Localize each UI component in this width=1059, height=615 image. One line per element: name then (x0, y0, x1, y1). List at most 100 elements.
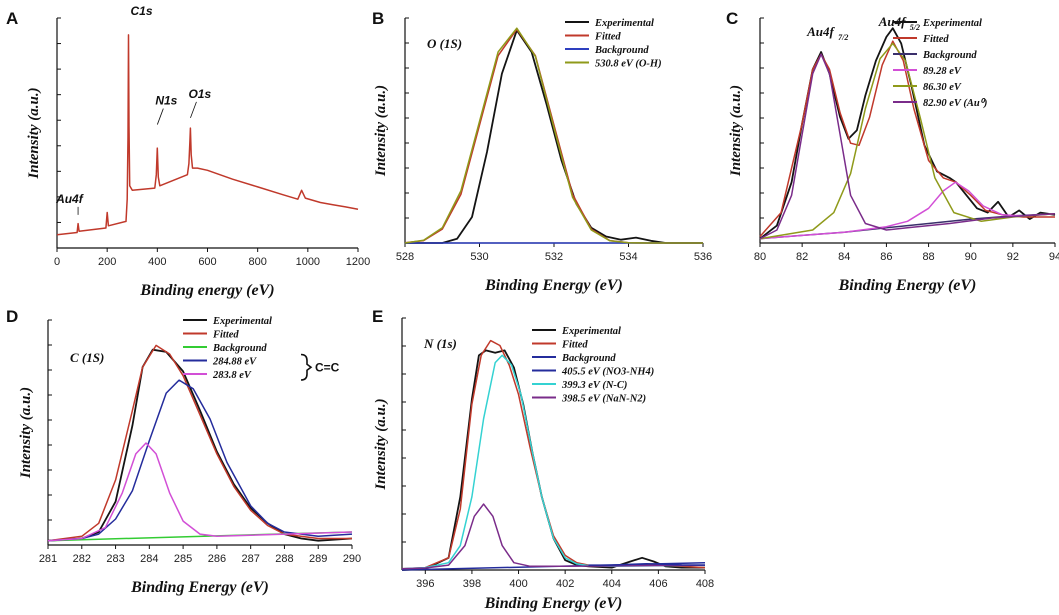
pointer-line (156, 108, 164, 125)
legend-label: Background (922, 50, 977, 61)
x-tick-label: 289 (309, 553, 327, 565)
x-tick-label: 530 (470, 251, 488, 263)
series-398-5-ev-nan-n2 (401, 503, 706, 570)
x-tick-label: 82 (796, 251, 808, 263)
peak-label-subscript: 5/2 (910, 23, 920, 32)
x-tick-label: 281 (39, 553, 57, 565)
x-tick-label: 528 (396, 251, 414, 263)
legend-label: Background (212, 343, 267, 354)
x-axis-label: Binding Energy (eV) (838, 277, 977, 294)
series-experimental (759, 27, 1056, 240)
legend-label: 405.5 eV (NO3-NH4) (561, 367, 654, 378)
x-tick-label: 286 (208, 553, 226, 565)
x-tick-label: 396 (416, 578, 434, 590)
legend-label: Fitted (212, 330, 239, 341)
panel-label-d: D (6, 307, 18, 326)
x-tick-label: 400 (509, 578, 527, 590)
legend-label: Background (594, 45, 649, 56)
panel-label-c: C (726, 9, 738, 28)
x-tick-label: 200 (98, 256, 116, 268)
y-axis-label: Intensity (a.u.) (373, 398, 389, 490)
series-fitted (47, 344, 352, 542)
series-fitted (401, 339, 706, 570)
legend: Experimental Fitted Background 284.88 eV 283… (183, 316, 340, 381)
x-tick-label: 86 (880, 251, 892, 263)
panel-title: C (1S) (70, 350, 104, 365)
legend-label: 284.88 eV (212, 357, 257, 368)
series-405-5-ev-no3-nh4 (588, 562, 706, 566)
y-axis-label: Intensity (a.u.) (18, 387, 34, 479)
x-tick-label: 1200 (346, 256, 370, 268)
legend-label: 86.30 eV (923, 82, 962, 93)
y-axis-label: Intensity (a.u.) (728, 85, 744, 177)
panel-d: D 281 282 283 284 285 286 287 288 289 290 Binding E… (6, 307, 361, 596)
legend-label: 82.90 eV (Au⁰) (923, 97, 987, 109)
legend-label: 283.8 eV (212, 370, 252, 381)
legend-label: Experimental (922, 18, 982, 29)
legend-label: Experimental (212, 316, 272, 327)
panel-title: O (1S) (427, 36, 462, 51)
x-tick-label: 398 (463, 578, 481, 590)
panel-title: N (1s) (423, 336, 457, 351)
series-530-8-ev-o-h (404, 27, 703, 244)
brace-label: C=C (315, 360, 340, 374)
peak-label-o1s: O1s (188, 87, 211, 101)
legend: Experimental Fitted Background 530.8 eV (O-… (565, 18, 662, 70)
panel-a: A 0 200 400 600 800 1000 1200 Binding energy (eV… (6, 4, 370, 299)
x-tick-label: 290 (343, 553, 361, 565)
y-axis-label: Intensity (a.u.) (373, 85, 389, 177)
legend-label: Experimental (594, 18, 654, 29)
x-tick-label: 402 (556, 578, 574, 590)
x-axis-label: Binding Energy (eV) (484, 595, 623, 612)
series-experimental (405, 29, 703, 244)
x-tick-label: 287 (241, 553, 259, 565)
x-tick-label: 404 (603, 578, 621, 590)
panel-label-b: B (372, 9, 384, 28)
x-tick-label: 94 (1049, 251, 1059, 263)
x-tick-label: 92 (1007, 251, 1019, 263)
x-tick-label: 600 (198, 256, 216, 268)
x-axis-label: Binding Energy (eV) (130, 579, 269, 596)
legend: Experimental Fitted Background 89.28 eV 86.3… (893, 18, 987, 109)
series-82-90-ev-au (759, 53, 1056, 240)
peak-label-au4f: Au4f (55, 192, 84, 206)
x-tick-label: 285 (174, 553, 192, 565)
legend-label: 530.8 eV (O-H) (595, 59, 662, 70)
y-axis-label: Intensity (a.u.) (26, 87, 42, 179)
x-tick-label: 288 (275, 553, 293, 565)
series-fitted (759, 40, 1055, 237)
peak-label-au4f-5-2: Au4f (878, 14, 907, 29)
x-tick-label: 84 (838, 251, 850, 263)
x-axis-label: Binding energy (eV) (139, 282, 274, 299)
x-tick-label: 283 (106, 553, 124, 565)
peak-label-au4f-7-2: Au4f (806, 24, 835, 39)
x-tick-label: 400 (148, 256, 166, 268)
legend-label: Experimental (561, 326, 621, 337)
peak-label-c1s: C1s (130, 4, 152, 18)
panel-label-a: A (6, 9, 18, 28)
x-tick-label: 284 (140, 553, 158, 565)
x-tick-label: 0 (54, 256, 60, 268)
x-tick-label: 406 (649, 578, 667, 590)
legend-label: 398.5 eV (NaN-N2) (561, 394, 646, 405)
x-tick-label: 800 (248, 256, 266, 268)
series-399-3-ev-n-c (401, 354, 706, 570)
x-tick-label: 88 (922, 251, 934, 263)
x-tick-label: 532 (545, 251, 563, 263)
x-tick-label: 90 (965, 251, 977, 263)
peak-label-n1s: N1s (155, 94, 177, 108)
x-tick-label: 408 (696, 578, 714, 590)
series-89-28-ev (759, 181, 1056, 240)
x-tick-label: 80 (754, 251, 766, 263)
x-tick-label: 536 (694, 251, 712, 263)
x-tick-label: 1000 (296, 256, 320, 268)
legend: Experimental Fitted Background 405.5 eV (NO… (532, 326, 654, 405)
legend-label: Fitted (594, 32, 621, 43)
x-tick-label: 534 (619, 251, 637, 263)
panel-b: B 528 530 532 534 536 Binding Energy (eV) Inten… (372, 9, 712, 294)
panel-e: E 396 398 400 402 404 406 408 Binding Energy (eV… (372, 307, 714, 612)
legend-label: 399.3 eV (N-C) (561, 380, 627, 391)
peak-label-subscript: 7/2 (838, 33, 848, 42)
x-axis-label: Binding Energy (eV) (484, 277, 623, 294)
legend-label: Fitted (561, 340, 588, 351)
